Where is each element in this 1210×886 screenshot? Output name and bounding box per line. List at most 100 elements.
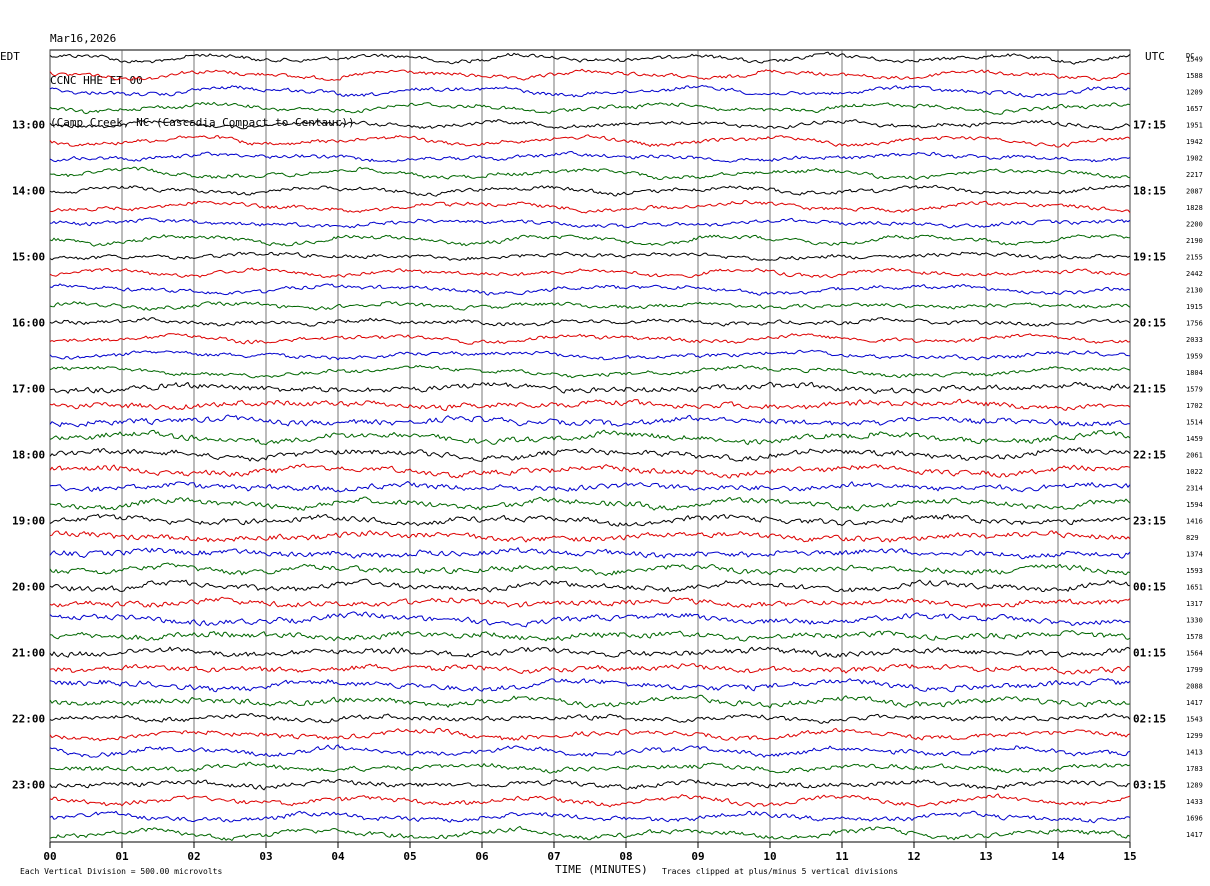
left-timezone-label: EDT [0,50,20,63]
dc-offset-value: 1657 [1186,105,1203,113]
left-hour-label: 19:00 [12,514,45,527]
right-hour-label: 00:15 [1133,580,1166,593]
left-hour-label: 18:00 [12,448,45,461]
trace-row-35 [49,630,1131,642]
x-tick-label: 05 [403,850,416,863]
clip-note: Traces clipped at plus/minus 5 vertical … [662,867,898,876]
x-tick-label: 04 [331,850,345,863]
left-hour-label: 15:00 [12,250,45,263]
right-hour-label: 02:15 [1133,712,1166,725]
left-hour-label: 16:00 [12,316,45,329]
dc-offset-value: 2217 [1186,171,1203,179]
trace-row-13 [49,267,1131,279]
dc-offset-value: 1022 [1186,468,1203,476]
trace-row-23 [49,429,1131,446]
x-axis-label: TIME (MINUTES) [555,863,648,876]
x-tick-label: 12 [907,850,920,863]
dc-offset-value: 1828 [1186,204,1203,212]
dc-offset-value: 2088 [1186,682,1203,690]
trace-row-24 [49,447,1131,462]
trace-row-11 [49,234,1131,247]
trace-row-16 [49,317,1131,327]
trace-row-45 [49,793,1131,808]
dc-offset-value: 1543 [1186,715,1203,723]
dc-offset-value: 2087 [1186,187,1203,195]
right-hour-label: 22:15 [1133,448,1166,461]
left-hour-label: 14:00 [12,184,45,197]
dc-offset-value: 2061 [1186,451,1203,459]
trace-row-14 [49,283,1131,296]
dc-offset-value: 1416 [1186,517,1203,525]
right-hour-label: 03:15 [1133,778,1166,791]
left-hour-label: 20:00 [12,580,45,593]
dc-offset-value: 1299 [1186,732,1203,740]
x-tick-label: 14 [1051,850,1065,863]
scale-note: Each Vertical Division = 500.00 microvol… [20,867,222,876]
dc-offset-value: 1564 [1186,649,1203,657]
dc-offset-value: 2033 [1186,336,1203,344]
dc-offset-value: 1459 [1186,435,1203,443]
dc-offset-value: 1959 [1186,352,1203,360]
trace-row-20 [49,381,1131,394]
left-hour-label: 13:00 [12,118,45,131]
right-hour-label: 18:15 [1133,184,1166,197]
dc-offset-value: 1433 [1186,798,1203,806]
dc-offset-value: 1417 [1186,699,1203,707]
trace-row-33 [49,596,1131,609]
x-tick-label: 00 [43,850,56,863]
dc-offset-value: 2442 [1186,270,1203,278]
x-tick-label: 10 [763,850,776,863]
trace-row-41 [49,727,1131,742]
dc-offset-value: 2155 [1186,253,1203,261]
x-tick-label: 01 [115,850,129,863]
right-hour-label: 20:15 [1133,316,1166,329]
plot-date: Mar16,2026 [50,32,117,45]
trace-row-32 [49,578,1131,593]
trace-row-12 [49,251,1131,261]
dc-offset-value: 1756 [1186,319,1203,327]
dc-offset-value: 1696 [1186,814,1203,822]
trace-row-37 [49,663,1131,675]
dc-offset-value: 2190 [1186,237,1203,245]
right-hour-label: 21:15 [1133,382,1166,395]
trace-row-5 [49,134,1131,148]
dc-offset-value: 2200 [1186,220,1203,228]
dc-offset-value: 1413 [1186,748,1203,756]
trace-row-8 [49,184,1131,197]
station-code: CCNC HHE ET 00 [50,74,143,87]
trace-row-28 [49,513,1131,527]
trace-row-25 [49,463,1131,479]
x-tick-label: 08 [619,850,632,863]
trace-row-26 [49,481,1131,493]
dc-offset-value: 1514 [1186,418,1203,426]
left-hour-label: 22:00 [12,712,45,725]
trace-row-15 [49,301,1131,311]
trace-row-46 [49,810,1131,824]
left-hour-label: 21:00 [12,646,45,659]
x-tick-label: 09 [691,850,704,863]
dc-offset-value: 1942 [1186,138,1203,146]
trace-row-9 [49,200,1131,214]
x-tick-label: 13 [979,850,992,863]
trace-row-10 [49,217,1131,229]
trace-row-43 [49,761,1131,774]
trace-row-17 [49,333,1131,345]
trace-row-36 [49,646,1131,658]
right-hour-label: 01:15 [1133,646,1166,659]
dc-offset-value: 1578 [1186,633,1203,641]
axis-labels: EDT UTC DC TIME (MINUTES) Each Vertical … [0,50,1203,876]
dc-column-label: DC [1186,52,1194,60]
trace-row-27 [49,496,1131,512]
trace-row-31 [49,562,1131,576]
x-tick-label: 15 [1123,850,1136,863]
dc-offset-value: 1902 [1186,154,1203,162]
x-tick-label: 03 [259,850,272,863]
dc-offset-value: 1374 [1186,550,1203,558]
dc-offset-value: 1651 [1186,583,1203,591]
dc-offset-value: 1593 [1186,567,1203,575]
trace-row-40 [49,713,1131,724]
trace-row-29 [49,530,1131,543]
dc-offset-value: 1804 [1186,369,1203,377]
dc-offset-value: 1783 [1186,765,1203,773]
